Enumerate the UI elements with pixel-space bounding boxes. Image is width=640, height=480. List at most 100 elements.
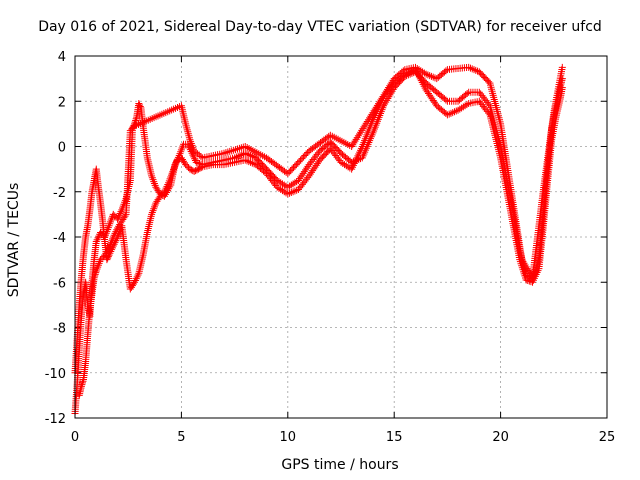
data-point [454, 106, 462, 114]
data-point [103, 256, 111, 264]
data-point [133, 273, 141, 281]
data-point [465, 63, 473, 71]
data-point [525, 277, 533, 285]
data-point [306, 170, 314, 178]
data-point [354, 132, 362, 140]
data-point [339, 159, 347, 167]
data-point [358, 126, 366, 134]
data-point [459, 103, 467, 111]
data-point [163, 182, 171, 190]
data-point [519, 257, 527, 265]
data-point [399, 67, 407, 75]
data-point [162, 184, 170, 192]
data-point [523, 265, 531, 273]
data-point [428, 95, 436, 103]
data-point [427, 93, 435, 101]
data-point [112, 228, 120, 236]
data-point [273, 183, 281, 191]
data-point [300, 168, 308, 176]
data-point [342, 162, 350, 170]
data-point [419, 68, 427, 76]
data-point [92, 269, 100, 277]
data-point [522, 276, 530, 284]
data-point [404, 69, 412, 77]
data-point [78, 379, 86, 387]
data-point [463, 89, 471, 97]
data-point [426, 91, 434, 99]
data-point [130, 280, 138, 288]
grid [75, 56, 607, 418]
data-point [372, 103, 380, 111]
data-point [126, 127, 134, 135]
data-point [280, 181, 288, 189]
data-point [243, 157, 251, 165]
data-point [525, 268, 533, 276]
data-point [164, 181, 172, 189]
series-track-c [75, 63, 566, 399]
data-point [109, 210, 117, 218]
data-point [380, 91, 388, 99]
data-point [379, 92, 387, 100]
data-point [388, 78, 396, 86]
data-point [310, 165, 318, 173]
data-point [309, 167, 317, 175]
data-point [375, 100, 383, 108]
data-point [79, 377, 87, 385]
data-point [278, 180, 286, 188]
data-point [524, 266, 532, 274]
data-point [182, 161, 190, 169]
data-point [303, 164, 311, 172]
plot-frame [74, 55, 608, 419]
data-point [368, 110, 376, 118]
series-track-b [71, 66, 566, 377]
data-point [413, 64, 421, 72]
data-point [284, 183, 292, 191]
data-point [286, 182, 294, 190]
data-point [294, 176, 302, 184]
data-point [299, 169, 307, 177]
data-point [111, 212, 119, 220]
data-point [289, 188, 297, 196]
data-point [429, 96, 437, 104]
data-point [387, 80, 395, 88]
y-tick-label: 0 [58, 141, 66, 156]
data-point [190, 153, 198, 161]
data-point [136, 103, 144, 111]
data-point [245, 151, 253, 159]
data-point [104, 246, 112, 254]
data-point [472, 66, 480, 74]
data-point [427, 72, 435, 80]
data-point [286, 189, 294, 197]
data-point [353, 134, 361, 142]
data-point [382, 87, 390, 95]
data-point [224, 148, 232, 156]
y-tick-label: -2 [53, 186, 66, 201]
data-point [275, 184, 283, 192]
data-point [366, 114, 374, 122]
data-point [131, 276, 139, 284]
data-point [312, 161, 320, 169]
data-series [71, 63, 566, 417]
data-point [298, 155, 306, 163]
x-tick-label: 15 [386, 430, 403, 445]
data-point [431, 74, 439, 82]
data-point [247, 152, 255, 160]
data-point [518, 256, 526, 264]
data-point [452, 107, 460, 115]
data-point [371, 105, 379, 113]
data-point [373, 101, 381, 109]
data-point [287, 189, 295, 197]
data-point [236, 152, 244, 160]
data-point [232, 146, 240, 154]
data-point [192, 167, 200, 175]
data-point [291, 187, 299, 195]
data-point [341, 161, 349, 169]
y-tick-label: -4 [53, 231, 66, 246]
data-point [277, 179, 285, 187]
data-point [367, 112, 375, 120]
data-point [77, 382, 85, 390]
data-point [447, 109, 455, 117]
data-point [349, 141, 357, 149]
data-point [314, 149, 322, 157]
data-point [192, 158, 200, 166]
